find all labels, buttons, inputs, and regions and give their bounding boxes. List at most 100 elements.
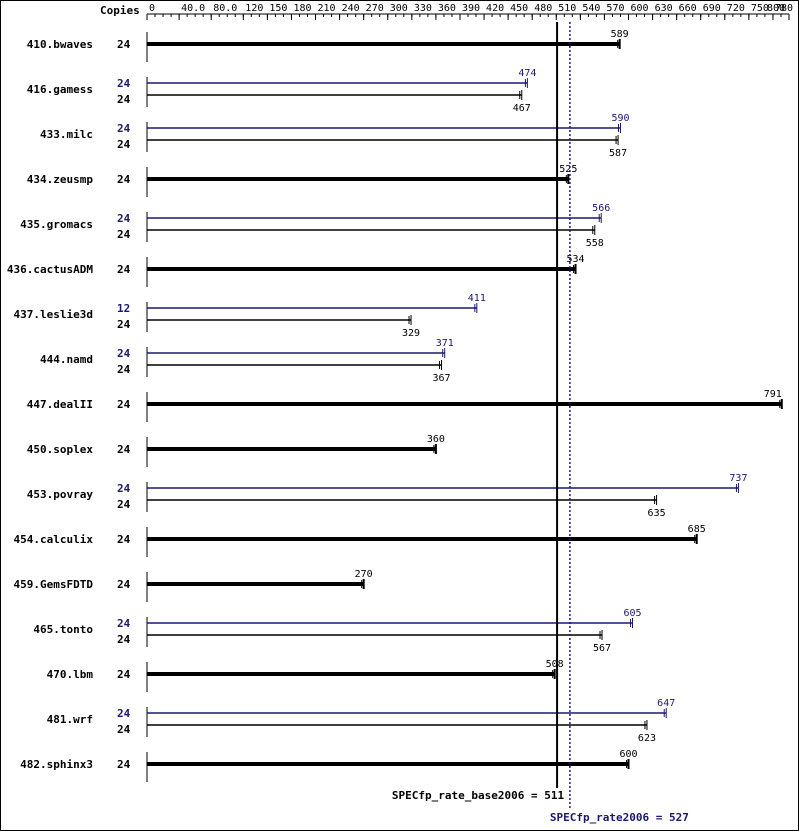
value-label: 685: [688, 524, 706, 535]
benchmark-row: 465.tonto 24 24 605 567: [33, 608, 641, 654]
value-label: 508: [546, 659, 564, 670]
x-tick-label: 660: [679, 3, 697, 14]
x-tick-label: 540: [582, 3, 600, 14]
value-label: 791: [764, 389, 782, 400]
x-tick-label: 510: [558, 3, 576, 14]
value-label: 525: [559, 164, 577, 175]
x-tick-label: 720: [727, 3, 745, 14]
benchmark-name: 481.wrf: [47, 713, 93, 726]
base-copies: 24: [117, 228, 131, 241]
benchmark-row: 433.milc 24 24 590 587: [40, 113, 629, 159]
base-copies: 24: [117, 93, 131, 106]
x-tick-label: 390: [462, 3, 480, 14]
peak-copies: 24: [117, 617, 131, 630]
value-label: 360: [427, 434, 445, 445]
value-label: 329: [402, 328, 420, 339]
peak-copies: 24: [117, 482, 131, 495]
value-label: 635: [648, 508, 666, 519]
benchmark-name: 470.lbm: [47, 668, 94, 681]
benchmark-name: 465.tonto: [33, 623, 93, 636]
benchmark-row: 459.GemsFDTD 24 270: [14, 569, 373, 602]
base-copies: 24: [117, 633, 131, 646]
value-label: 567: [593, 643, 611, 654]
x-tick-label: 480: [534, 3, 552, 14]
benchmark-name: 437.leslie3d: [14, 308, 93, 321]
benchmark-row: 454.calculix 24 685: [14, 524, 706, 557]
benchmark-name: 482.sphinx3: [20, 758, 93, 771]
base-copies: 24: [117, 398, 131, 411]
benchmark-name: 434.zeusmp: [27, 173, 94, 186]
benchmark-name: 459.GemsFDTD: [14, 578, 94, 591]
peak-copies: 24: [117, 212, 131, 225]
value-label: 587: [609, 148, 627, 159]
benchmark-name: 453.povray: [27, 488, 94, 501]
x-tick-label: 150: [269, 3, 287, 14]
base-copies: 24: [117, 38, 131, 51]
benchmark-row: 410.bwaves 24 589: [27, 29, 629, 62]
peak-copies: 24: [117, 77, 131, 90]
x-tick-label: 300: [390, 3, 408, 14]
benchmark-row: 444.namd 24 24 371 367: [40, 338, 454, 384]
value-label: 467: [513, 103, 531, 114]
benchmark-name: 447.dealII: [27, 398, 93, 411]
value-label: 558: [586, 238, 604, 249]
x-tick-label: 330: [414, 3, 432, 14]
benchmark-name: 433.milc: [40, 128, 93, 141]
base-copies: 24: [117, 723, 131, 736]
x-tick-label: 40.0: [181, 3, 205, 14]
value-label: 566: [592, 203, 610, 214]
benchmark-row: 447.dealII 24 791: [27, 389, 783, 422]
benchmark-row: 453.povray 24 24 737 635: [27, 473, 748, 519]
benchmark-row: 434.zeusmp 24 525: [27, 164, 577, 197]
benchmark-row: 481.wrf 24 24 647 623: [47, 698, 676, 744]
x-tick-label: 780: [775, 3, 793, 14]
benchmark-name: 410.bwaves: [27, 38, 93, 51]
x-tick-label: 800: [767, 3, 785, 14]
x-tick-label: 750: [751, 3, 769, 14]
value-label: 623: [638, 733, 656, 744]
copies-header: Copies: [100, 4, 140, 17]
x-tick-label: 120: [245, 3, 263, 14]
peak-copies: 24: [117, 347, 131, 360]
x-tick-label: 210: [318, 3, 336, 14]
base-copies: 24: [117, 318, 131, 331]
benchmark-name: 450.soplex: [27, 443, 94, 456]
benchmark-row: 437.leslie3d 12 24 411 329: [14, 293, 486, 339]
benchmark-row: 436.cactusADM 24 534: [7, 254, 585, 287]
benchmark-row: 482.sphinx3 24 600: [20, 749, 638, 782]
x-tick-label: 270: [366, 3, 384, 14]
benchmark-name: 454.calculix: [14, 533, 94, 546]
value-label: 534: [567, 254, 585, 265]
x-tick-label: 80.0: [213, 3, 237, 14]
peak-copies: 24: [117, 122, 131, 135]
x-tick-label: 630: [655, 3, 673, 14]
value-label: 600: [619, 749, 637, 760]
base-summary-label: SPECfp_rate_base2006 = 511: [392, 789, 565, 802]
value-label: 367: [432, 373, 450, 384]
peak-summary-label: SPECfp_rate2006 = 527: [550, 811, 689, 824]
benchmark-row: 416.gamess 24 24 474 467: [27, 68, 537, 114]
benchmark-name: 436.cactusADM: [7, 263, 93, 276]
benchmark-row: 450.soplex 24 360: [27, 434, 445, 467]
benchmark-row: 470.lbm 24 508: [47, 659, 564, 692]
peak-copies: 24: [117, 707, 131, 720]
base-copies: 24: [117, 578, 131, 591]
x-tick-label: 240: [342, 3, 360, 14]
benchmark-row: 435.gromacs 24 24 566 558: [20, 203, 610, 249]
x-tick-label: 600: [631, 3, 649, 14]
benchmark-name: 435.gromacs: [20, 218, 93, 231]
peak-copies: 12: [117, 302, 130, 315]
x-tick-label: 180: [293, 3, 311, 14]
x-tick-label: 570: [606, 3, 624, 14]
value-label: 590: [611, 113, 629, 124]
value-label: 270: [355, 569, 373, 580]
base-copies: 24: [117, 138, 131, 151]
summary-lines: SPECfp_rate_base2006 = 511 SPECfp_rate200…: [392, 22, 689, 824]
value-label: 371: [436, 338, 454, 349]
base-copies: 24: [117, 758, 131, 771]
x-tick-label: 360: [438, 3, 456, 14]
x-tick-label: 450: [510, 3, 528, 14]
